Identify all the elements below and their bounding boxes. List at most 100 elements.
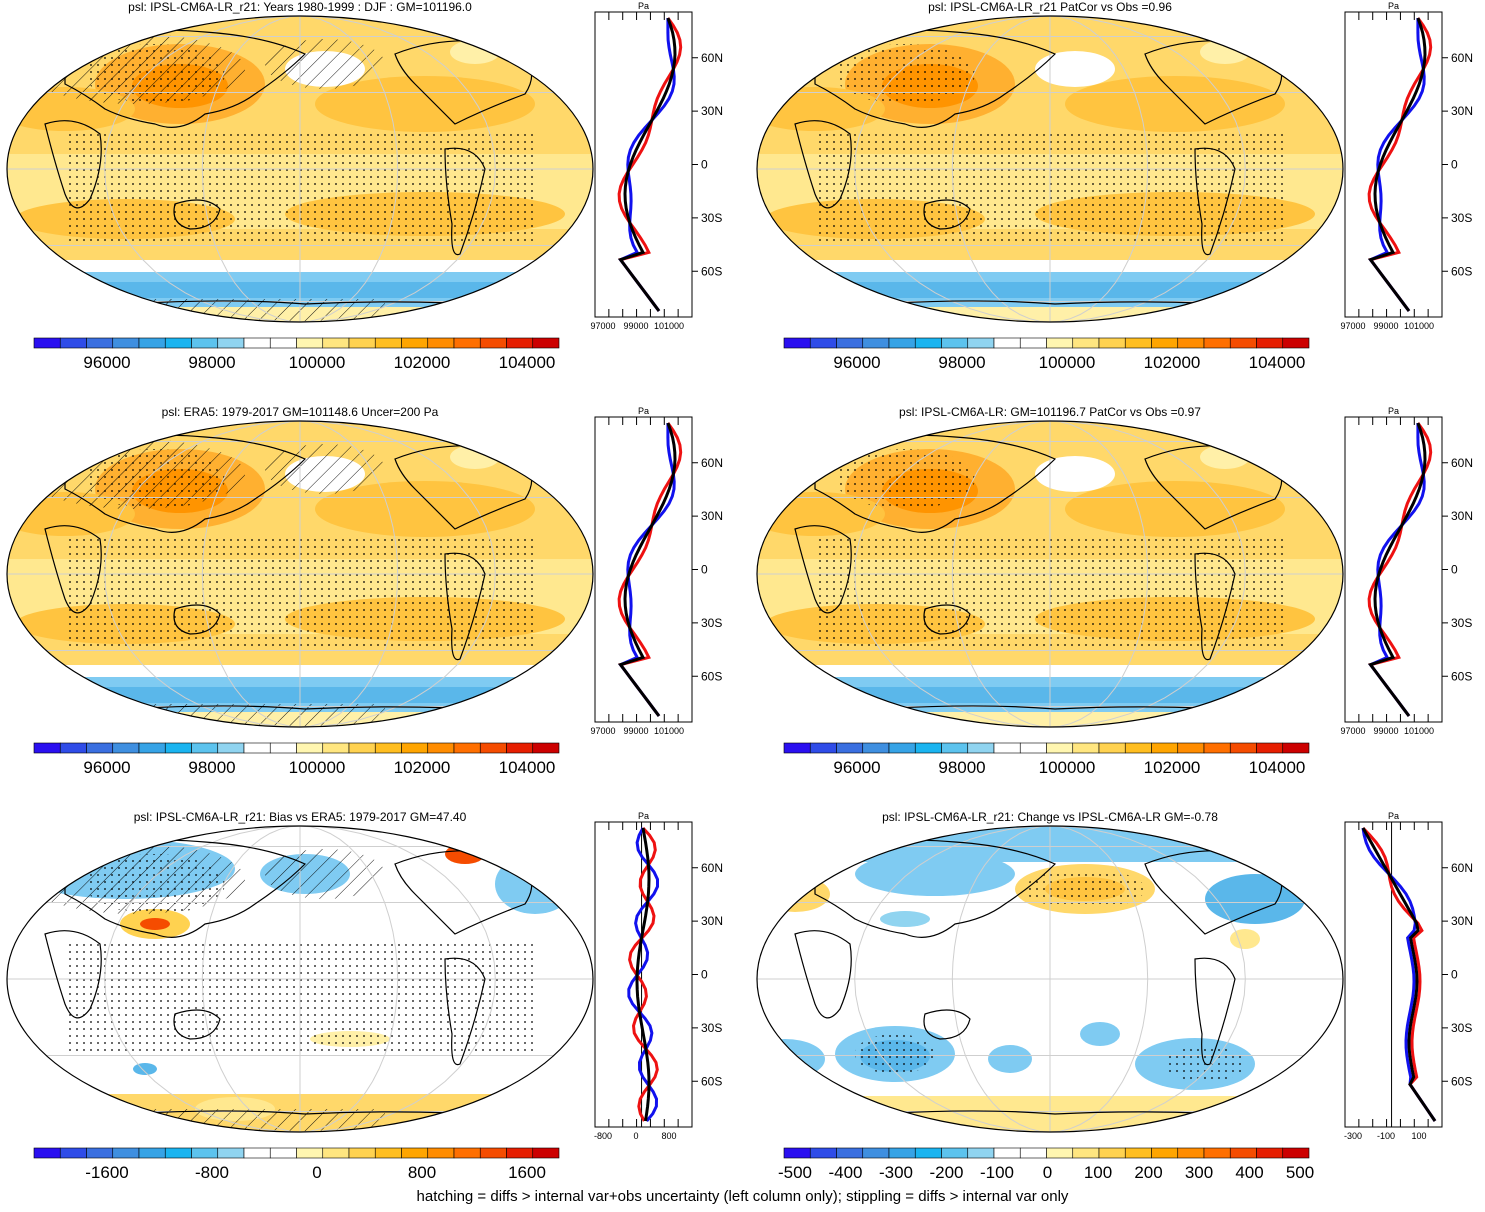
colorbar-label: -400: [828, 1163, 863, 1182]
profile-lat-label: 60S: [701, 1074, 722, 1088]
colorbar-label: 98000: [188, 353, 236, 372]
colorbar: [783, 742, 1310, 754]
profile-lat-label: 0: [701, 158, 708, 172]
profile-lat-label: 30N: [701, 104, 723, 118]
profile-lat-label: 60N: [701, 456, 723, 470]
colorbar: [33, 742, 560, 754]
colorbar-label: 102000: [1143, 758, 1201, 777]
profile-lat-label: 0: [701, 968, 708, 982]
map-globe: [756, 420, 1344, 728]
profile-x-tick: 101000: [1404, 321, 1434, 330]
profile-lat-label: 60S: [701, 264, 722, 278]
panel-4: psl: IPSL-CM6A-LR: GM=101196.7 PatCor vs…: [755, 405, 1485, 805]
profile-lat-label: 30N: [701, 509, 723, 523]
profile-lat-label: 30S: [701, 211, 722, 225]
colorbar-label: 96000: [83, 353, 131, 372]
colorbar-label: 104000: [498, 353, 556, 372]
profile-x-tick: 800: [661, 1131, 676, 1140]
colorbar-label: 96000: [83, 758, 131, 777]
colorbar-label: 98000: [938, 353, 986, 372]
map-globe: [6, 825, 594, 1133]
colorbar-label: 96000: [833, 353, 881, 372]
footer-note: hatching = diffs > internal var+obs unce…: [416, 1188, 1069, 1205]
colorbar-label: 100000: [288, 758, 346, 777]
profile-lat-label: 30S: [1451, 211, 1472, 225]
profile-unit: Pa: [638, 1, 649, 11]
profile-lat-label: 30N: [701, 914, 723, 928]
colorbar: [783, 337, 1310, 349]
profile-lat-label: 60S: [1451, 1074, 1472, 1088]
profile-lat-label: 30S: [1451, 616, 1472, 630]
panel-5: psl: IPSL-CM6A-LR_r21: Bias vs ERA5: 197…: [5, 810, 735, 1210]
panel-title: psl: IPSL-CM6A-LR_r21 PatCor vs Obs =0.9…: [928, 0, 1172, 14]
zonal-mean-profile: Pa 60N 30N 0 30S 60S 97000 99000 101000: [1340, 1, 1473, 330]
profile-x-tick: 100: [1411, 1131, 1426, 1140]
colorbar-label: 0: [1042, 1163, 1053, 1182]
profile-lat-label: 30N: [1451, 914, 1473, 928]
profile-x-tick: 99000: [623, 321, 648, 330]
colorbar-label: 500: [1285, 1163, 1315, 1182]
panel-title: psl: IPSL-CM6A-LR_r21: Bias vs ERA5: 197…: [133, 810, 467, 824]
colorbar-label: 300: [1184, 1163, 1214, 1182]
map-globe: [756, 825, 1344, 1133]
colorbar-label: 800: [407, 1163, 437, 1182]
colorbar-label: 100000: [1038, 353, 1096, 372]
profile-lat-label: 30N: [1451, 509, 1473, 523]
colorbar-label: 102000: [393, 353, 451, 372]
colorbar-label: -1600: [85, 1163, 129, 1182]
colorbar-label: -800: [194, 1163, 230, 1182]
profile-x-tick: -300: [1344, 1131, 1362, 1140]
zonal-mean-profile: Pa 60N 30N 0 30S 60S -300 -100 100: [1344, 811, 1473, 1140]
profile-x-tick: 99000: [623, 726, 648, 735]
profile-x-tick: 97000: [590, 726, 615, 735]
colorbar-label: 200: [1134, 1163, 1163, 1182]
colorbar-label: -300: [878, 1163, 914, 1182]
colorbar-label: 100: [1083, 1163, 1113, 1182]
colorbar-label: 0: [312, 1163, 322, 1182]
profile-x-tick: 97000: [590, 321, 615, 330]
colorbar-label: 98000: [188, 758, 236, 777]
colorbar-label: 96000: [833, 758, 881, 777]
colorbar-label: 104000: [1248, 758, 1306, 777]
colorbar-label: 1600: [508, 1163, 546, 1182]
zonal-mean-profile: Pa 60N 30N 0 30S 60S -800 0 800: [594, 811, 723, 1140]
colorbar-label: 100000: [288, 353, 346, 372]
profile-x-tick: 97000: [1340, 726, 1365, 735]
zonal-mean-profile: Pa 60N 30N 0 30S 60S 97000 99000 101000: [590, 1, 723, 330]
profile-x-tick: -800: [594, 1131, 612, 1140]
profile-unit: Pa: [638, 406, 649, 416]
profile-lat-label: 30N: [1451, 104, 1473, 118]
panel-6: psl: IPSL-CM6A-LR_r21: Change vs IPSL-CM…: [755, 810, 1485, 1210]
colorbar-label: -200: [929, 1163, 964, 1182]
colorbar-label: 100000: [1038, 758, 1096, 777]
profile-lat-label: 60S: [1451, 669, 1472, 683]
colorbar-label: 400: [1235, 1163, 1264, 1182]
panel-title: psl: ERA5: 1979-2017 GM=101148.6 Uncer=2…: [161, 405, 439, 419]
profile-lat-label: 0: [701, 563, 708, 577]
profile-lat-label: 30S: [701, 1021, 722, 1035]
profile-lat-label: 60N: [1451, 861, 1473, 875]
map-globe: [6, 420, 594, 728]
profile-lat-label: 30S: [701, 616, 722, 630]
colorbar: [33, 1147, 560, 1159]
profile-unit: Pa: [1388, 406, 1399, 416]
panel-1: psl: IPSL-CM6A-LR_r21: Years 1980-1999 :…: [5, 0, 735, 400]
profile-lat-label: 60N: [701, 861, 723, 875]
profile-x-tick: 0: [633, 1131, 638, 1140]
profile-x-tick: 97000: [1340, 321, 1365, 330]
profile-lat-label: 60S: [701, 669, 722, 683]
profile-unit: Pa: [638, 811, 649, 821]
colorbar: [783, 1147, 1310, 1159]
zonal-mean-profile: Pa 60N 30N 0 30S 60S 97000 99000 101000: [590, 406, 723, 735]
profile-x-tick: 101000: [1404, 726, 1434, 735]
profile-lat-label: 0: [1451, 158, 1458, 172]
profile-unit: Pa: [1388, 811, 1399, 821]
panel-title: psl: IPSL-CM6A-LR_r21: Years 1980-1999 :…: [128, 0, 472, 14]
profile-lat-label: 0: [1451, 563, 1458, 577]
panel-title: psl: IPSL-CM6A-LR_r21: Change vs IPSL-CM…: [882, 810, 1218, 824]
map-globe: [756, 15, 1344, 323]
profile-lat-label: 60S: [1451, 264, 1472, 278]
profile-x-tick: 101000: [654, 726, 684, 735]
colorbar-label: 104000: [498, 758, 556, 777]
profile-lat-label: 60N: [701, 51, 723, 65]
